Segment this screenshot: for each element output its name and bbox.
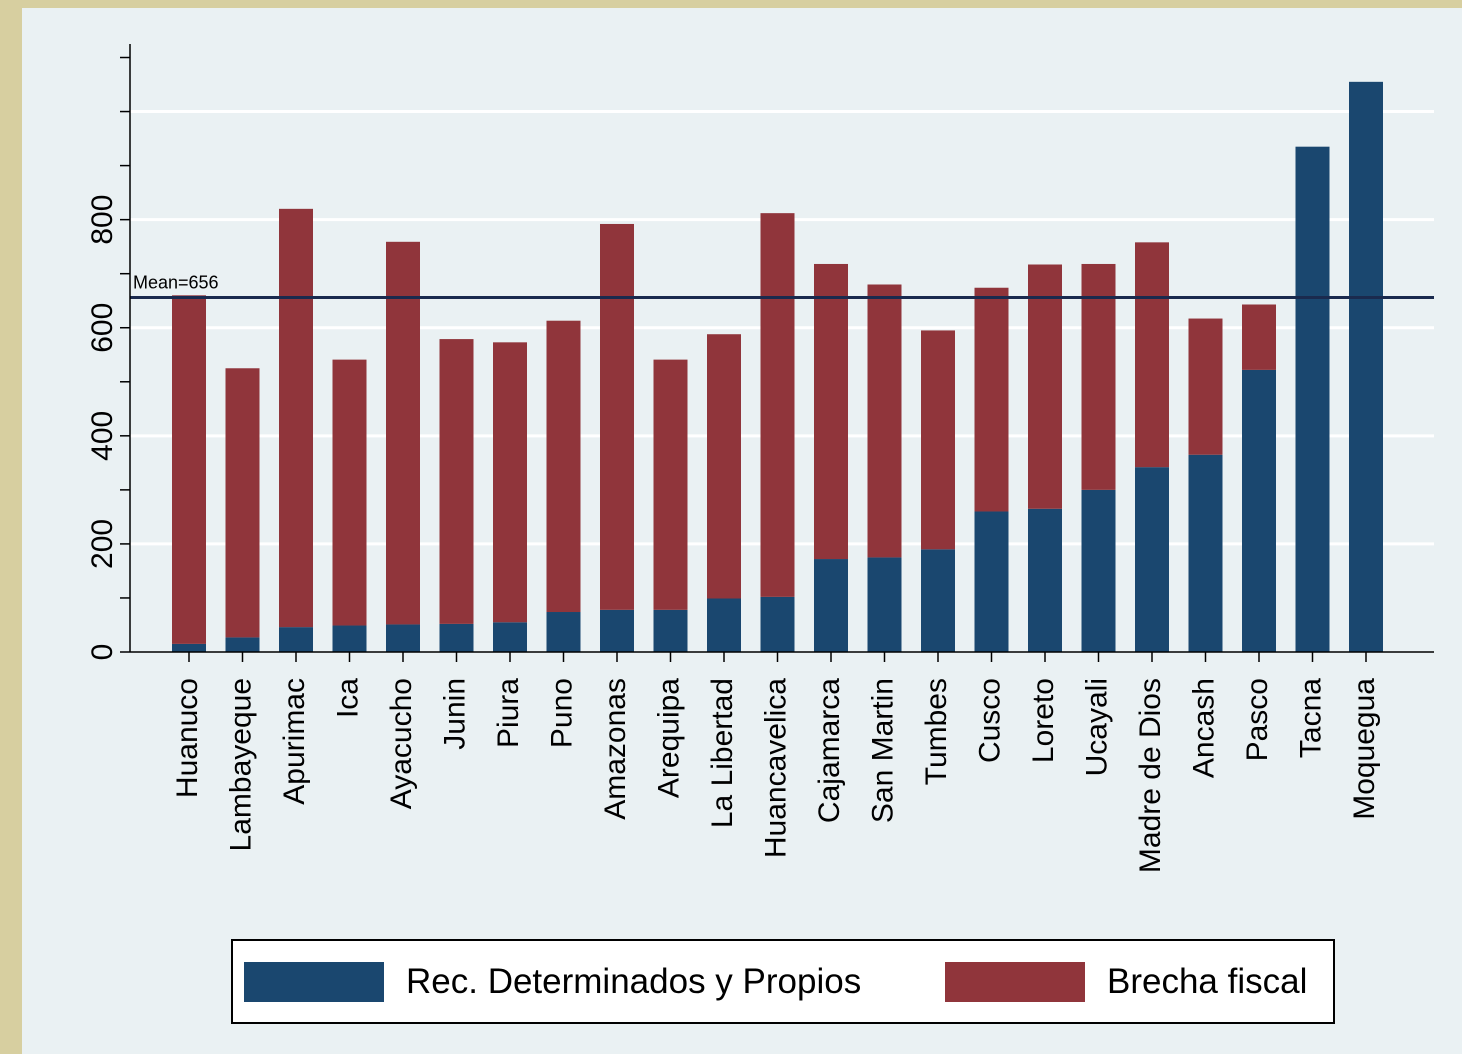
x-tick-label-san-martin: San Martin [866,678,899,823]
bar-brecha-fiscal-huanuco [172,295,206,644]
bar-rec-determinados-huancavelica [760,596,795,652]
x-tick-label-ayacucho: Ayacucho [385,678,418,809]
legend: Rec. Determinados y Propios Brecha fisca… [231,939,1335,1024]
bar-rec-determinados-piura [493,622,527,652]
bar-brecha-fiscal-madre-de-dios [1135,242,1169,468]
bar-brecha-fiscal-junin [439,339,474,624]
legend-item-rec-determinados: Rec. Determinados y Propios [244,941,861,1022]
bar-brecha-fiscal-puno [546,320,581,613]
bar-rec-determinados-junin [439,623,474,652]
y-tick-label-400: 400 [86,411,119,461]
bar-brecha-fiscal-tumbes [921,330,955,550]
bar-brecha-fiscal-lambayeque [225,368,260,638]
bar-rec-determinados-arequipa [653,609,688,652]
bar-brecha-fiscal-san-martin [867,284,902,558]
bar-rec-determinados-loreto [1028,508,1062,652]
bar-rec-determinados-ucayali [1081,489,1116,652]
bar-rec-determinados-apurimac [279,627,313,652]
y-tick-label-600: 600 [86,303,119,353]
legend-label-brecha-fiscal: Brecha fiscal [1107,961,1308,1001]
bar-rec-determinados-amazonas [600,609,634,652]
bar-rec-determinados-lambayeque [225,637,260,652]
bar-brecha-fiscal-ancash [1188,318,1223,455]
bar-brecha-fiscal-pasco [1242,304,1276,370]
x-tick-label-pasco: Pasco [1241,678,1274,761]
bar-brecha-fiscal-cusco [974,287,1009,512]
x-tick-label-madre-de-dios: Madre de Dios [1134,678,1167,873]
bar-rec-determinados-ayacucho [386,624,420,652]
bar-rec-determinados-cajamarca [814,559,848,652]
bar-rec-determinados-tacna [1295,146,1330,652]
bar-brecha-fiscal-ucayali [1081,263,1116,490]
legend-label-rec-determinados: Rec. Determinados y Propios [406,961,862,1001]
x-tick-label-huanuco: Huanuco [171,678,204,798]
x-tick-label-ica: Ica [331,678,364,718]
bar-rec-determinados-ancash [1188,454,1223,652]
x-tick-label-puno: Puno [545,678,578,748]
x-tick-label-huancavelica: Huancavelica [759,678,792,858]
stacked-bar-chart: Huanuco Lambayeque Apurimac Ica Ayacucho Juni… [86,44,1434,873]
x-tick-label-lambayeque: Lambayeque [224,678,257,851]
y-tick-label-800: 800 [86,195,119,245]
x-tick-label-tumbes: Tumbes [920,678,953,785]
legend-swatch-rec-determinados [244,961,384,1002]
y-tick-label-200: 200 [86,519,119,569]
chart-frame: Huanuco Lambayeque Apurimac Ica Ayacucho Juni… [22,8,1462,1054]
bar-rec-determinados-la-libertad [707,598,741,652]
legend-swatch-brecha-fiscal [945,961,1085,1002]
bar-brecha-fiscal-cajamarca [814,263,848,560]
x-tick-label-junin: Junin [438,678,471,750]
mean-line-label: Mean=656 [133,272,219,292]
bar-brecha-fiscal-apurimac [279,208,313,628]
bar-brecha-fiscal-ayacucho [386,241,420,625]
bar-brecha-fiscal-loreto [1028,264,1062,509]
x-tick-label-amazonas: Amazonas [599,678,632,820]
x-tick-label-moquegua: Moquegua [1348,678,1381,820]
x-tick-label-cajamarca: Cajamarca [813,678,846,823]
bar-brecha-fiscal-arequipa [653,359,688,610]
bar-rec-determinados-tumbes [921,549,955,652]
x-tick-label-tacna: Tacna [1294,678,1327,758]
x-tick-label-cusco: Cusco [973,678,1006,763]
x-tick-label-ucayali: Ucayali [1080,678,1113,776]
bar-rec-determinados-ica [332,625,367,652]
bar-brecha-fiscal-huancavelica [760,213,795,597]
x-tick-label-la-libertad: La Libertad [706,678,739,828]
bar-rec-determinados-pasco [1242,369,1276,652]
bar-rec-determinados-moquegua [1349,81,1383,652]
bar-brecha-fiscal-la-libertad [707,334,741,599]
x-tick-label-apurimac: Apurimac [278,678,311,805]
bar-rec-determinados-san-martin [867,557,902,652]
bar-rec-determinados-madre-de-dios [1135,467,1169,652]
bar-brecha-fiscal-piura [493,342,527,623]
legend-item-brecha-fiscal: Brecha fiscal [945,941,1307,1022]
x-tick-label-ancash: Ancash [1187,678,1220,778]
x-tick-label-loreto: Loreto [1027,678,1060,763]
bar-rec-determinados-cusco [974,511,1009,652]
bar-rec-determinados-huanuco [172,643,206,652]
bar-brecha-fiscal-amazonas [600,223,634,610]
y-tick-label-0: 0 [86,644,119,661]
bar-brecha-fiscal-ica [332,359,367,626]
x-tick-label-arequipa: Arequipa [652,678,685,798]
bar-rec-determinados-puno [546,612,581,652]
x-tick-label-piura: Piura [492,678,525,748]
